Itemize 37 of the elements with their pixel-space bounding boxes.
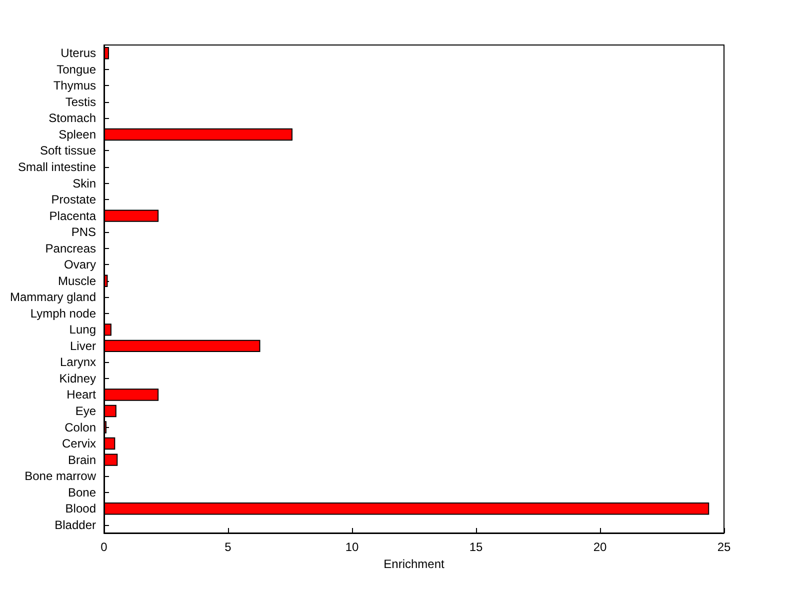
- y-tick-label: Kidney: [59, 371, 96, 386]
- y-tick-label: Testis: [65, 94, 96, 109]
- x-tick-label: 5: [224, 540, 232, 554]
- y-tick-label: Lymph node: [30, 306, 96, 320]
- x-axis-title: Enrichment: [384, 556, 446, 571]
- y-tick-label: Soft tissue: [40, 144, 96, 158]
- y-tick-label: Stomach: [48, 111, 96, 126]
- x-tick-label: 15: [469, 540, 483, 554]
- y-tick-label: Skin: [72, 176, 96, 190]
- y-tick-label: Muscle: [58, 274, 96, 288]
- y-tick-label: Tongue: [56, 62, 96, 76]
- y-tick-label: Mammary gland: [10, 290, 96, 304]
- y-tick-label: Prostate: [51, 192, 96, 207]
- y-tick-label: PNS: [71, 225, 96, 240]
- y-tick-label: Lung: [69, 322, 96, 337]
- y-tick-label: Placenta: [49, 208, 96, 223]
- y-tick-label: Colon: [64, 420, 96, 434]
- y-tick-label: Uterus: [60, 46, 96, 60]
- y-tick-label: Cervix: [62, 436, 96, 451]
- y-tick-label: Eye: [75, 404, 96, 418]
- x-tick-label: 10: [345, 540, 359, 554]
- y-tick-label: Heart: [66, 388, 97, 402]
- y-tick-label: Pancreas: [45, 241, 96, 256]
- y-tick-label: Liver: [70, 338, 96, 353]
- x-tick-label: 0: [100, 540, 108, 554]
- y-tick-label: Spleen: [58, 127, 96, 142]
- y-tick-label: Blood: [65, 502, 96, 516]
- y-tick-label: Bone: [68, 485, 96, 500]
- x-tick-label: 20: [593, 540, 607, 554]
- y-tick-label: Thymus: [53, 78, 96, 93]
- y-tick-label: Larynx: [60, 355, 96, 370]
- y-tick-label: Bone marrow: [24, 469, 96, 484]
- y-tick-label: Brain: [68, 452, 96, 467]
- y-tick-label: Ovary: [64, 258, 96, 272]
- x-tick-label: 25: [717, 540, 731, 554]
- y-tick-label: Bladder: [54, 518, 96, 532]
- y-tick-label: Small intestine: [18, 160, 96, 174]
